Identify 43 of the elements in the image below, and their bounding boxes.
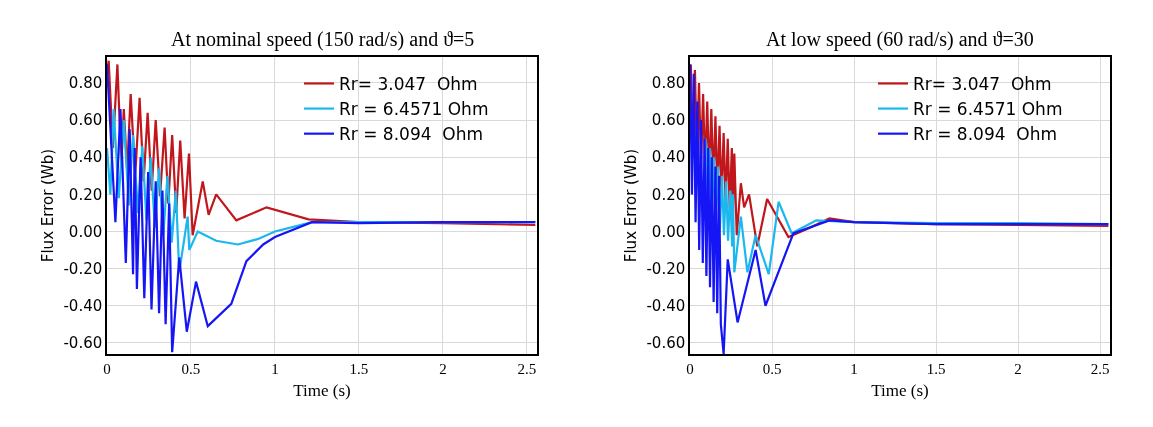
y-tick-label: 0.00	[68, 222, 103, 241]
x-tick-label: 0	[103, 360, 111, 377]
legend-label: Rr= 3.047 Ohm	[913, 74, 1052, 95]
y-axis-title: Flux Error (Wb)	[39, 148, 58, 263]
legend-label: Rr = 6.4571 Ohm	[913, 99, 1063, 120]
legend-label: Rr = 6.4571 Ohm	[339, 99, 489, 120]
y-tick-label: 0.20	[651, 185, 686, 204]
y-tick-label: 0.00	[651, 222, 686, 241]
y-tick-label: -0.20	[63, 259, 103, 278]
y-tick-label: 0.60	[651, 111, 686, 130]
y-tick-label: 0.80	[651, 74, 686, 93]
x-tick-label: 1	[271, 360, 279, 377]
x-tick-label: 2	[1014, 360, 1022, 377]
x-axis-title: Time (s)	[871, 380, 929, 400]
y-tick-label: -0.40	[646, 296, 686, 315]
legend-label: Rr = 8.094 Ohm	[913, 124, 1058, 145]
x-tick-label: 0.5	[181, 360, 201, 377]
x-tick-label: 0	[686, 360, 694, 377]
y-tick-label: -0.20	[646, 259, 686, 278]
y-tick-label: 0.40	[68, 148, 103, 167]
y-tick-label: -0.60	[63, 334, 103, 353]
y-tick-label: 0.80	[68, 74, 103, 93]
line-series	[107, 63, 537, 354]
legend-label: Rr = 8.094 Ohm	[339, 124, 484, 145]
y-tick-label: 0.40	[651, 148, 686, 167]
y-tick-label: 0.60	[68, 111, 103, 130]
y-axis-title: Flux Error (Wb)	[622, 148, 641, 263]
line-series	[107, 59, 537, 237]
x-tick-label: 1.5	[349, 360, 369, 377]
x-tick-label: 1.5	[926, 360, 946, 377]
x-tick-label: 2.5	[1090, 360, 1110, 377]
y-tick-label: 0.20	[68, 185, 103, 204]
x-axis-title: Time (s)	[293, 380, 351, 400]
chart-title: At low speed (60 rad/s) and ϑ=30	[766, 28, 1034, 51]
y-tick-label: -0.40	[63, 296, 103, 315]
x-tick-label: 2	[439, 360, 447, 377]
x-tick-label: 1	[850, 360, 858, 377]
y-tick-label: -0.60	[646, 334, 686, 353]
legend-label: Rr= 3.047 Ohm	[339, 74, 478, 95]
line-series	[690, 63, 1110, 354]
x-tick-label: 0.5	[762, 360, 782, 377]
chart-title: At nominal speed (150 rad/s) and ϑ=5	[171, 28, 475, 51]
x-tick-label: 2.5	[517, 360, 537, 377]
